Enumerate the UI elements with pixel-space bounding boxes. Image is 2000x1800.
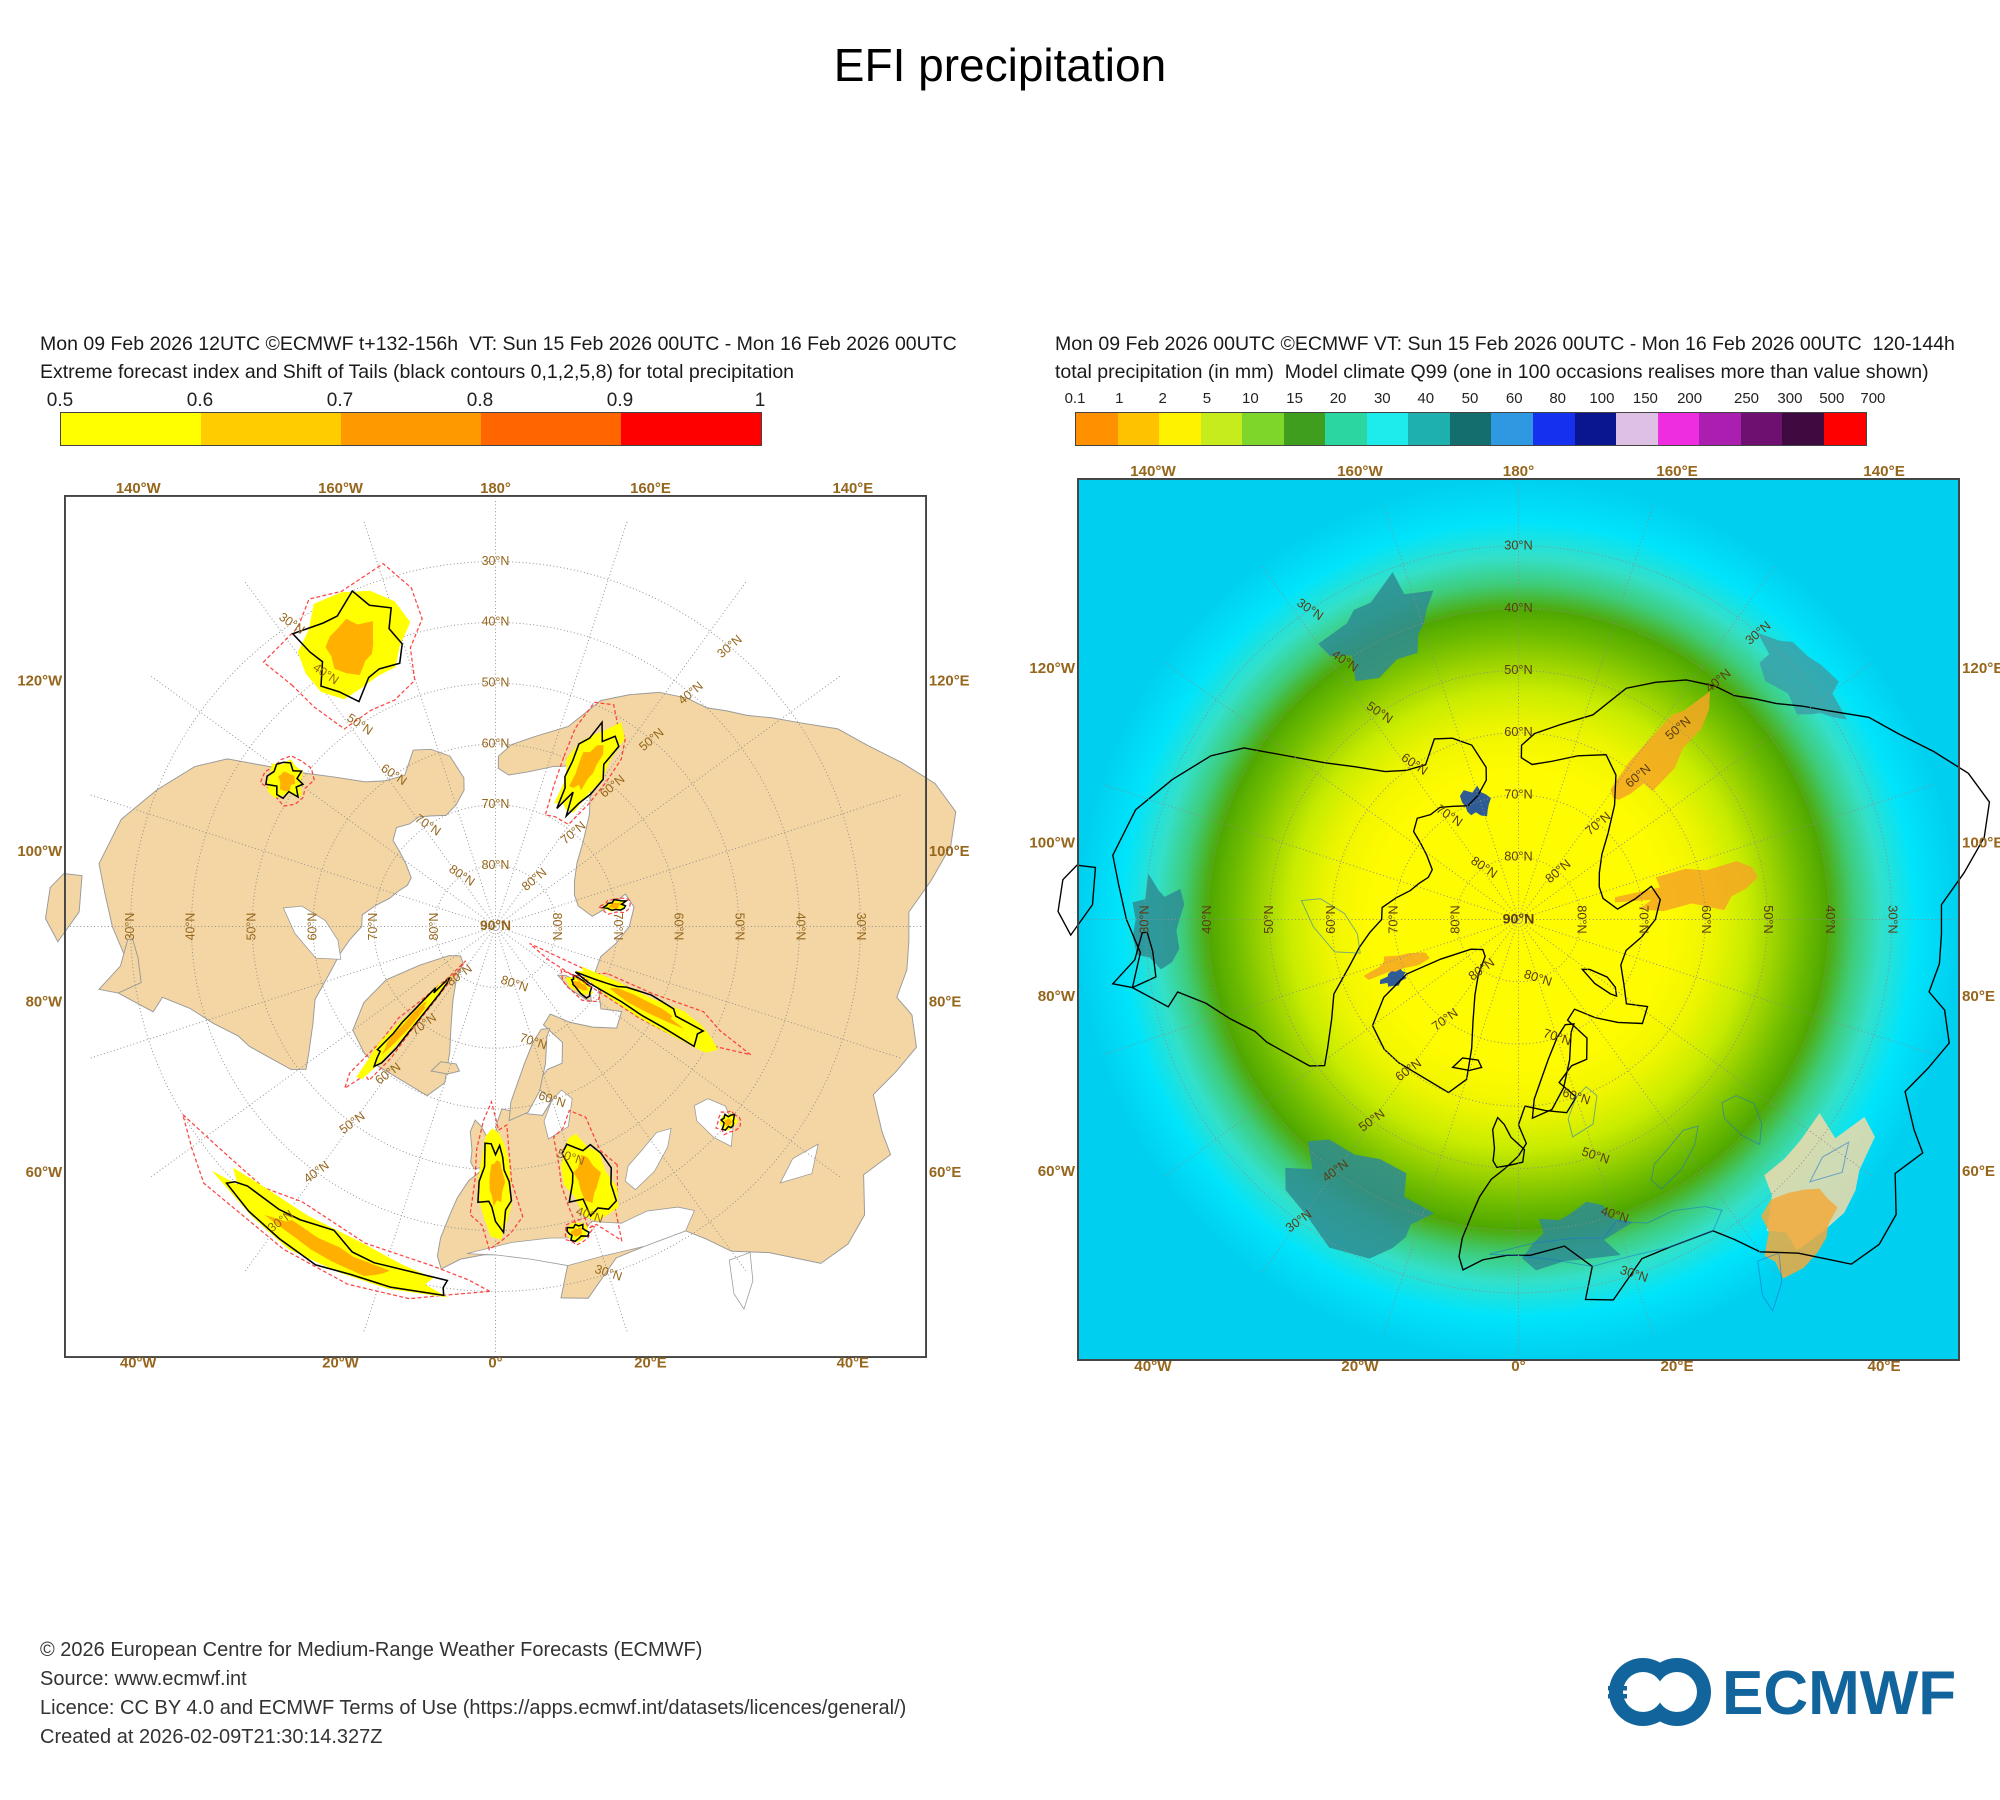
svg-text:180°: 180° [1503, 463, 1534, 480]
svg-text:50°N: 50°N [1504, 662, 1533, 677]
svg-text:40°N: 40°N [1823, 905, 1838, 934]
svg-text:100°E: 100°E [1962, 835, 2000, 852]
svg-text:20°W: 20°W [322, 1356, 359, 1372]
svg-text:80°W: 80°W [1038, 988, 1076, 1005]
svg-text:160°E: 160°E [1656, 463, 1698, 480]
svg-text:40°W: 40°W [1134, 1358, 1172, 1375]
svg-text:80°N: 80°N [482, 858, 510, 872]
svg-text:40°N: 40°N [1199, 905, 1214, 934]
svg-text:80°E: 80°E [1962, 988, 1995, 1005]
svg-text:140°W: 140°W [1130, 463, 1176, 480]
svg-text:0°: 0° [1511, 1358, 1526, 1375]
svg-text:40°E: 40°E [837, 1356, 869, 1372]
svg-text:40°E: 40°E [1868, 1358, 1901, 1375]
svg-text:0°: 0° [488, 1356, 502, 1372]
svg-text:30°N: 30°N [482, 554, 510, 568]
svg-text:100°E: 100°E [929, 844, 970, 860]
svg-text:120°E: 120°E [929, 674, 970, 690]
svg-text:60°E: 60°E [929, 1165, 961, 1181]
svg-text:50°N: 50°N [732, 913, 746, 941]
svg-text:30°N: 30°N [123, 913, 137, 941]
svg-text:20°E: 20°E [1660, 1358, 1693, 1375]
svg-text:120°E: 120°E [1962, 660, 2000, 677]
svg-text:50°N: 50°N [482, 676, 510, 690]
svg-text:ECMWF: ECMWF [1722, 1659, 1956, 1728]
svg-text:60°N: 60°N [672, 913, 686, 941]
svg-text:90°N: 90°N [480, 917, 511, 933]
svg-text:70°N: 70°N [366, 913, 380, 941]
svg-text:140°W: 140°W [116, 481, 162, 497]
svg-text:60°W: 60°W [1038, 1163, 1076, 1180]
svg-text:60°N: 60°N [1323, 905, 1338, 934]
svg-text:160°W: 160°W [1337, 463, 1383, 480]
svg-text:30°N: 30°N [1504, 537, 1533, 552]
svg-text:20°W: 20°W [1341, 1358, 1379, 1375]
svg-text:80°N: 80°N [427, 913, 441, 941]
svg-text:100°W: 100°W [17, 844, 63, 860]
svg-text:40°W: 40°W [120, 1356, 157, 1372]
svg-text:40°N: 40°N [793, 913, 807, 941]
svg-text:80°E: 80°E [929, 994, 961, 1010]
svg-text:40°N: 40°N [184, 913, 198, 941]
svg-text:100°W: 100°W [1029, 835, 1075, 852]
svg-text:80°N: 80°N [1574, 905, 1589, 933]
svg-text:90°N: 90°N [1503, 911, 1535, 927]
svg-text:140°E: 140°E [832, 481, 873, 497]
svg-text:60°N: 60°N [1504, 724, 1533, 739]
svg-text:60°N: 60°N [482, 736, 510, 750]
svg-text:180°: 180° [480, 481, 511, 497]
svg-text:70°N: 70°N [482, 797, 510, 811]
svg-text:30°N: 30°N [1886, 905, 1901, 934]
svg-text:80°W: 80°W [26, 994, 63, 1010]
svg-text:160°W: 160°W [318, 481, 364, 497]
svg-text:70°N: 70°N [611, 913, 625, 941]
svg-text:80°N: 80°N [550, 913, 564, 941]
svg-text:140°E: 140°E [1863, 463, 1905, 480]
svg-text:30°N: 30°N [1136, 905, 1151, 934]
svg-text:120°W: 120°W [1029, 660, 1075, 677]
svg-text:70°N: 70°N [1637, 905, 1652, 934]
svg-text:30°N: 30°N [854, 913, 868, 941]
svg-text:60°E: 60°E [1962, 1163, 1995, 1180]
svg-text:70°N: 70°N [1385, 905, 1400, 934]
svg-text:60°N: 60°N [305, 913, 319, 941]
svg-text:60°N: 60°N [1699, 905, 1714, 934]
svg-text:80°N: 80°N [1448, 905, 1463, 934]
svg-text:50°N: 50°N [245, 913, 259, 941]
svg-text:40°N: 40°N [482, 615, 510, 629]
svg-text:120°W: 120°W [17, 674, 63, 690]
svg-text:40°N: 40°N [1504, 600, 1533, 615]
svg-text:20°E: 20°E [634, 1356, 666, 1372]
svg-text:160°E: 160°E [630, 481, 671, 497]
svg-text:50°N: 50°N [1261, 905, 1276, 934]
svg-text:60°W: 60°W [26, 1165, 63, 1181]
svg-text:70°N: 70°N [1504, 786, 1533, 801]
svg-text:80°N: 80°N [1504, 849, 1533, 864]
svg-text:50°N: 50°N [1761, 905, 1776, 934]
